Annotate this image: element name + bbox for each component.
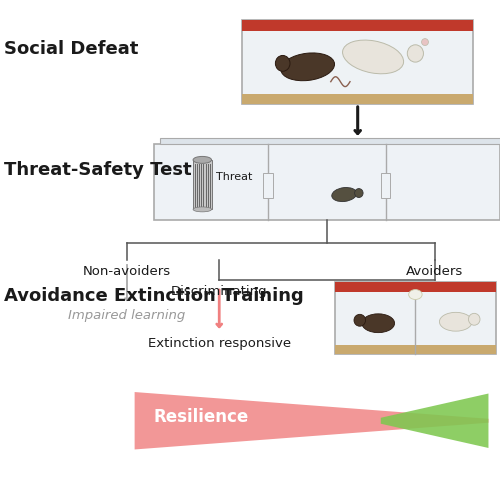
Text: Social Defeat: Social Defeat xyxy=(4,40,138,57)
Ellipse shape xyxy=(468,313,480,325)
Ellipse shape xyxy=(193,207,212,212)
Ellipse shape xyxy=(342,40,404,74)
Bar xyxy=(264,173,272,198)
Ellipse shape xyxy=(281,53,334,81)
Ellipse shape xyxy=(354,189,363,198)
Polygon shape xyxy=(381,394,488,448)
Ellipse shape xyxy=(408,45,424,62)
Ellipse shape xyxy=(422,39,428,46)
Bar xyxy=(334,282,496,354)
Text: Avoiders: Avoiders xyxy=(406,265,463,278)
Ellipse shape xyxy=(440,312,472,331)
Text: Avoidance Extinction Training: Avoidance Extinction Training xyxy=(4,287,304,305)
Ellipse shape xyxy=(408,290,422,299)
Text: Extinction responsive: Extinction responsive xyxy=(148,337,291,349)
Bar xyxy=(242,20,473,104)
Bar xyxy=(381,173,390,198)
Polygon shape xyxy=(134,392,488,449)
Bar xyxy=(193,160,212,209)
Bar xyxy=(154,144,500,220)
Text: Threat: Threat xyxy=(216,172,252,182)
Ellipse shape xyxy=(276,55,290,71)
Bar xyxy=(242,20,473,31)
Ellipse shape xyxy=(332,188,356,201)
Bar xyxy=(160,138,500,144)
Text: Threat-Safety Test: Threat-Safety Test xyxy=(4,161,192,179)
Bar xyxy=(334,345,496,354)
Text: Resilience: Resilience xyxy=(154,408,249,426)
Ellipse shape xyxy=(354,314,366,326)
Ellipse shape xyxy=(362,314,394,333)
Text: Impaired learning: Impaired learning xyxy=(68,309,186,322)
Ellipse shape xyxy=(193,156,212,163)
Bar xyxy=(334,282,496,292)
Text: Non-avoiders: Non-avoiders xyxy=(83,265,171,278)
Bar xyxy=(242,94,473,104)
Text: Discriminating: Discriminating xyxy=(171,285,268,297)
